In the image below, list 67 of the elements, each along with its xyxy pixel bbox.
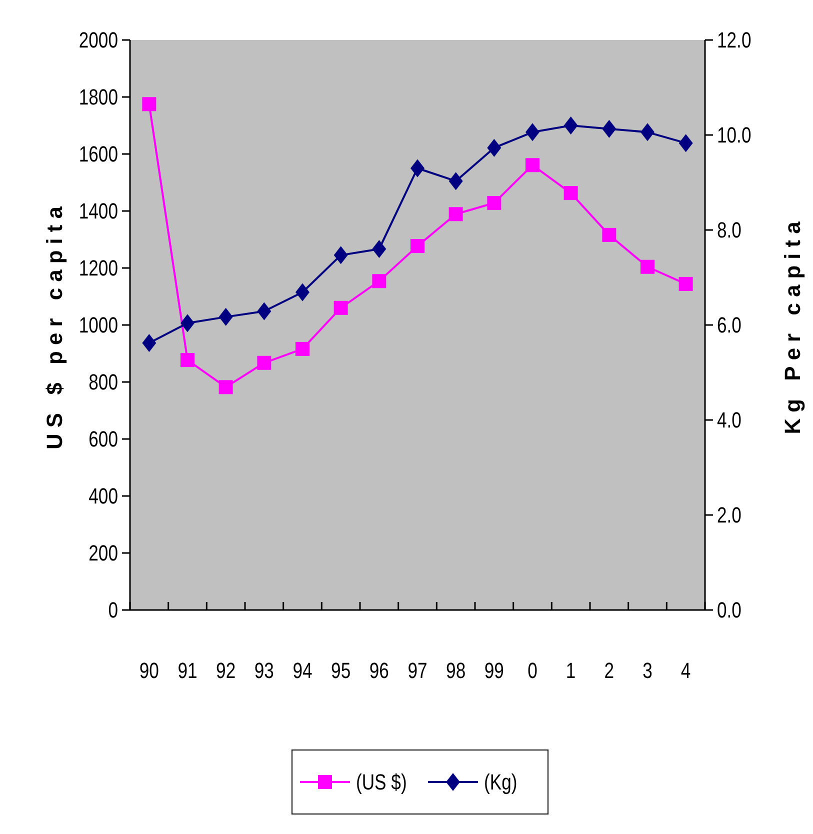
- y-tick-label: 1000: [78, 314, 118, 338]
- y2-tick-label: 10.0: [717, 124, 752, 148]
- point: [448, 172, 463, 190]
- point: [640, 260, 654, 274]
- x-tick-label: 4: [680, 659, 691, 684]
- point: [257, 356, 272, 370]
- point: [180, 353, 194, 368]
- x-tick-label: 99: [484, 659, 504, 684]
- point: [410, 159, 424, 178]
- y-tick-label: 1200: [78, 256, 118, 282]
- x-tick-label: 94: [292, 659, 312, 684]
- point: [487, 196, 502, 210]
- point: [410, 239, 424, 254]
- y-tick-label: 600: [88, 428, 118, 452]
- legend-label: (US $): [356, 770, 407, 796]
- x-tick-label: 3: [642, 659, 652, 684]
- point: [142, 334, 156, 352]
- point: [296, 342, 310, 356]
- point: [678, 276, 693, 291]
- y-tick-label: 400: [88, 484, 118, 510]
- point: [526, 158, 540, 172]
- y2-tick-label: 12.0: [717, 28, 752, 54]
- point: [448, 207, 463, 222]
- y2-tick-label: 8.0: [717, 218, 742, 244]
- y2-tick-label: 0.0: [717, 598, 742, 624]
- x-tick-label: 92: [216, 659, 236, 684]
- point: [142, 97, 156, 112]
- y2-axis-title: Kg Per capita: [780, 216, 805, 434]
- y-tick-label: 200: [88, 542, 118, 566]
- point: [218, 308, 233, 326]
- x-tick-label: 1: [566, 659, 576, 684]
- point: [334, 300, 348, 315]
- x-tick-label: 95: [331, 659, 351, 684]
- x-tick-label: 93: [254, 659, 274, 684]
- x-tick-label: 97: [408, 659, 428, 684]
- point: [526, 123, 540, 142]
- y-tick-label: 1400: [78, 200, 118, 224]
- point: [678, 134, 693, 152]
- y2-tick-label: 2.0: [717, 504, 742, 528]
- point: [602, 228, 616, 242]
- point: [564, 186, 578, 200]
- y-tick-label: 1800: [78, 86, 118, 110]
- x-tick-label: 96: [369, 659, 389, 684]
- point: [602, 120, 616, 138]
- y-tick-label: 0: [108, 598, 118, 624]
- legend-label: (Kg): [484, 770, 518, 796]
- point: [640, 123, 654, 142]
- point: [180, 314, 194, 332]
- point: [372, 240, 386, 258]
- x-tick-label: 91: [178, 659, 198, 684]
- y-axis-title: US $ per capita: [42, 200, 67, 450]
- x-tick-label: 0: [528, 659, 538, 684]
- point: [218, 380, 233, 394]
- y-tick-label: 2000: [78, 28, 118, 54]
- point: [564, 116, 578, 134]
- point: [334, 246, 348, 264]
- point: [487, 138, 502, 157]
- point: [257, 302, 272, 320]
- y2-tick-label: 4.0: [717, 408, 742, 434]
- y2-tick-label: 6.0: [717, 314, 742, 338]
- x-tick-label: 2: [604, 659, 614, 684]
- point: [372, 274, 386, 288]
- point: [296, 283, 310, 302]
- x-tick-label: 98: [446, 659, 466, 684]
- y-tick-label: 800: [88, 370, 118, 396]
- x-tick-label: 90: [139, 659, 159, 684]
- y-tick-label: 1600: [78, 142, 118, 168]
